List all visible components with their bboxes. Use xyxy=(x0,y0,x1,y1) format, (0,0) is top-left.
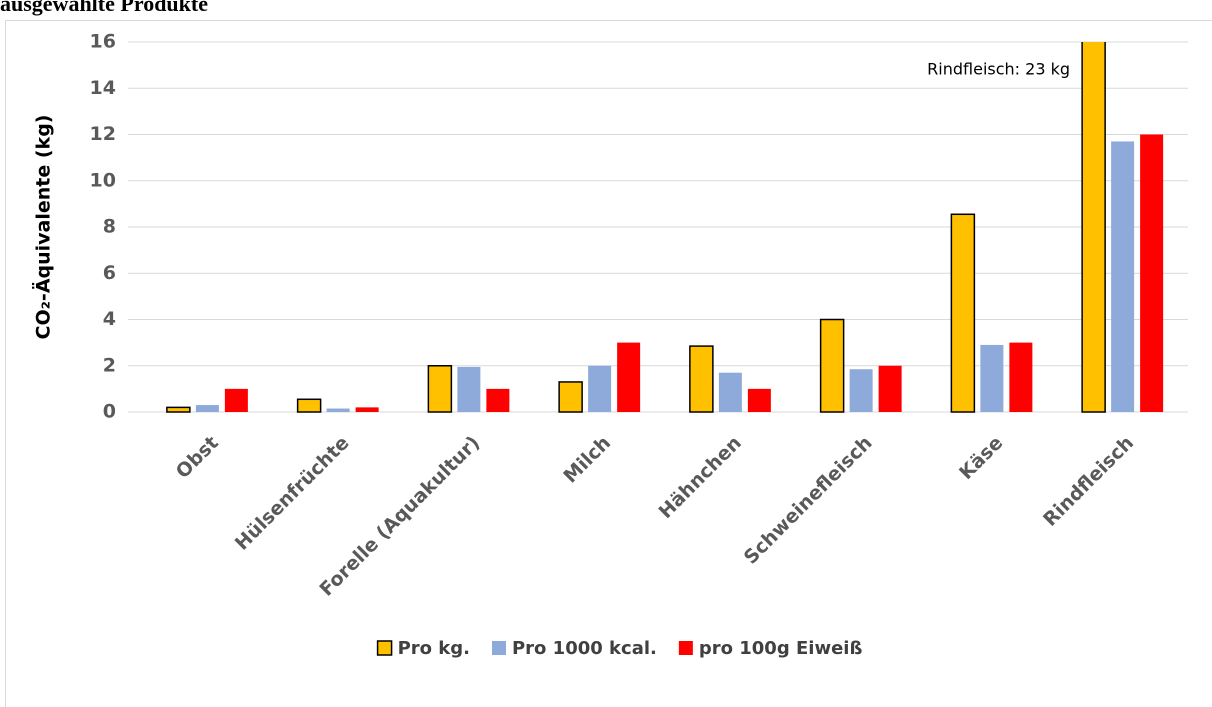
bar xyxy=(849,369,873,412)
bar xyxy=(558,381,583,413)
bar xyxy=(1111,141,1135,412)
bar xyxy=(878,365,902,412)
bar xyxy=(296,398,322,413)
y-tick-label: 14 xyxy=(90,77,116,99)
bar xyxy=(747,388,771,412)
x-tick-label: Milch xyxy=(559,432,615,488)
legend-swatch xyxy=(678,641,693,655)
x-tick-label: Rindfleisch xyxy=(1039,432,1138,531)
y-tick-label: 12 xyxy=(90,123,116,145)
bar xyxy=(224,388,248,412)
y-tick-label: 6 xyxy=(103,262,116,284)
y-axis-label: CO₂-Äquivalente (kg) xyxy=(31,115,55,340)
bar xyxy=(1081,42,1106,413)
bar xyxy=(457,366,481,412)
bar xyxy=(718,372,742,412)
bar xyxy=(950,213,976,413)
bar xyxy=(819,318,845,413)
legend-label: Pro kg. xyxy=(398,638,470,659)
bar xyxy=(588,365,612,412)
y-tick-label: 16 xyxy=(90,31,116,53)
bar xyxy=(355,407,379,412)
y-tick-label: 2 xyxy=(103,354,116,376)
x-tick-label: Obst xyxy=(172,432,223,483)
bar xyxy=(980,344,1004,412)
legend-label: pro 100g Eiweiß xyxy=(699,638,863,659)
bar xyxy=(195,405,219,412)
bar xyxy=(326,408,350,412)
legend-swatch xyxy=(376,640,393,656)
bar xyxy=(617,342,641,412)
annotation: Rindfleisch: 23 kg xyxy=(927,60,1070,79)
y-tick-label: 8 xyxy=(103,216,116,238)
bar xyxy=(1009,342,1033,412)
bar xyxy=(689,345,714,413)
bar xyxy=(427,365,453,413)
x-tick-label: Käse xyxy=(955,432,1007,484)
plot-area xyxy=(166,42,1164,413)
x-tick-label: Hülsenfrüchte xyxy=(231,432,354,555)
bar xyxy=(1140,134,1164,412)
y-tick-label: 4 xyxy=(103,308,116,330)
chart-frame xyxy=(5,20,1212,707)
legend-swatch xyxy=(491,641,506,655)
chart-title: ausgewählte Produkte xyxy=(0,0,208,16)
bar xyxy=(166,406,191,413)
y-tick-label: 0 xyxy=(103,401,116,423)
x-tick-label: Hähnchen xyxy=(655,432,746,523)
legend-label: Pro 1000 kcal. xyxy=(512,638,657,659)
x-tick-label: Schweinefleisch xyxy=(740,432,877,569)
y-tick-label: 10 xyxy=(90,169,116,191)
bar xyxy=(486,388,510,412)
